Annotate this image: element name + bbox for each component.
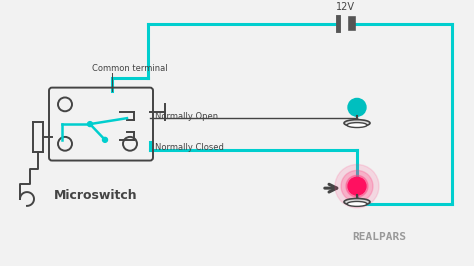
Circle shape (335, 164, 379, 208)
Text: Common terminal: Common terminal (92, 64, 168, 73)
Ellipse shape (347, 201, 367, 206)
Ellipse shape (344, 120, 370, 127)
Text: Normally Open: Normally Open (155, 112, 218, 121)
Circle shape (348, 177, 366, 195)
Ellipse shape (347, 123, 367, 127)
Ellipse shape (344, 198, 370, 205)
Circle shape (348, 98, 366, 116)
Text: REALPARS: REALPARS (352, 232, 406, 242)
Circle shape (341, 171, 373, 202)
Text: Normally Closed: Normally Closed (155, 143, 224, 152)
Circle shape (346, 175, 368, 197)
Text: 12V: 12V (336, 2, 355, 12)
Circle shape (88, 122, 92, 127)
Circle shape (102, 137, 108, 142)
Text: Microswitch: Microswitch (54, 189, 138, 202)
